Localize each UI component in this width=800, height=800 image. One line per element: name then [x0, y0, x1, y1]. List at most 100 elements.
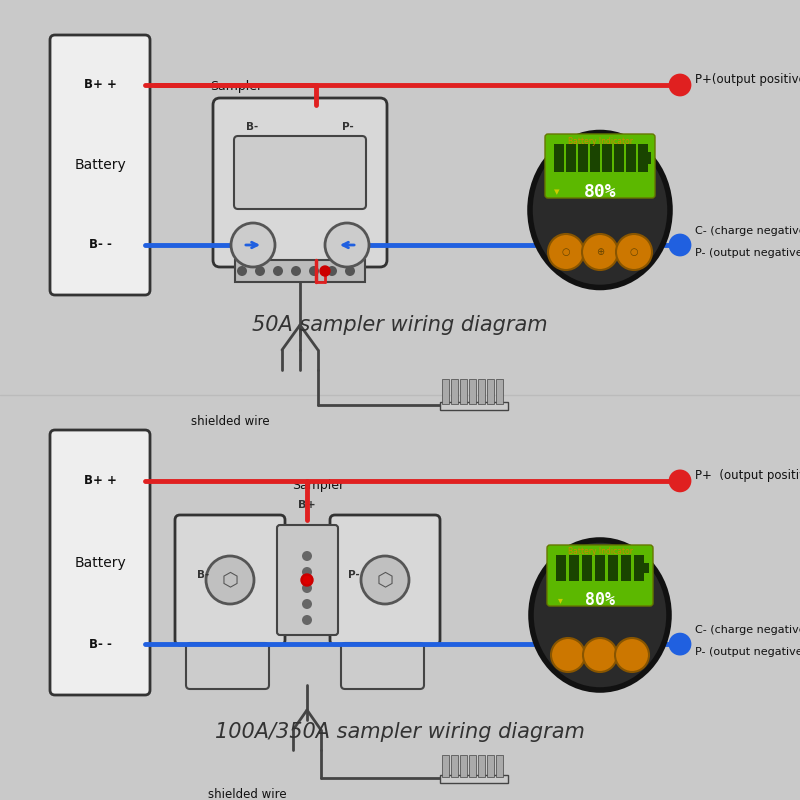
FancyBboxPatch shape — [234, 136, 366, 209]
Circle shape — [302, 551, 312, 561]
Circle shape — [302, 567, 312, 577]
Circle shape — [361, 556, 409, 604]
Ellipse shape — [530, 133, 670, 287]
Text: P+(output positive): P+(output positive) — [695, 74, 800, 86]
Bar — [451, 755, 458, 777]
Circle shape — [325, 223, 369, 267]
Circle shape — [273, 266, 283, 276]
Ellipse shape — [531, 540, 669, 690]
Text: P+  (output positive): P+ (output positive) — [695, 470, 800, 482]
Circle shape — [670, 634, 690, 654]
Bar — [487, 379, 494, 404]
Text: C- (charge negative): C- (charge negative) — [695, 625, 800, 635]
FancyBboxPatch shape — [175, 515, 285, 645]
Text: Battery Indicator: Battery Indicator — [567, 138, 633, 146]
Text: P-: P- — [348, 570, 360, 580]
Text: ⬡: ⬡ — [377, 570, 394, 590]
Text: ○: ○ — [562, 247, 570, 257]
Circle shape — [302, 599, 312, 609]
Bar — [440, 775, 508, 783]
Circle shape — [327, 266, 337, 276]
Circle shape — [206, 556, 254, 604]
Bar — [578, 144, 588, 172]
Bar — [634, 555, 644, 581]
FancyBboxPatch shape — [341, 643, 424, 689]
Bar — [566, 144, 576, 172]
Bar — [614, 144, 624, 172]
FancyBboxPatch shape — [213, 98, 387, 267]
Bar — [556, 555, 566, 581]
Bar — [569, 555, 579, 581]
Circle shape — [291, 266, 301, 276]
FancyBboxPatch shape — [50, 430, 150, 695]
Text: 80%: 80% — [584, 183, 616, 201]
Bar — [646, 152, 651, 164]
Bar — [460, 379, 467, 404]
FancyBboxPatch shape — [545, 134, 655, 198]
Text: Sampler: Sampler — [293, 479, 345, 492]
Bar — [469, 755, 476, 777]
Bar — [496, 379, 503, 404]
Circle shape — [548, 234, 584, 270]
Circle shape — [237, 266, 247, 276]
Bar — [451, 379, 458, 404]
Bar — [554, 144, 564, 172]
Circle shape — [302, 575, 312, 585]
Bar — [638, 144, 648, 172]
Bar — [626, 144, 636, 172]
FancyBboxPatch shape — [547, 545, 653, 606]
Bar — [442, 379, 449, 404]
Circle shape — [320, 266, 330, 276]
Text: Battery Indicator: Battery Indicator — [567, 547, 633, 557]
Text: 100A/350A sampler wiring diagram: 100A/350A sampler wiring diagram — [215, 722, 585, 742]
Bar — [602, 144, 612, 172]
Circle shape — [309, 266, 319, 276]
Bar — [235, 260, 365, 282]
Circle shape — [302, 615, 312, 625]
Bar — [621, 555, 631, 581]
Circle shape — [583, 638, 617, 672]
Text: shielded wire: shielded wire — [190, 415, 270, 428]
Text: B-: B- — [197, 570, 210, 580]
Text: P- (output negative): P- (output negative) — [695, 647, 800, 657]
Circle shape — [551, 638, 585, 672]
Bar — [644, 563, 649, 573]
Circle shape — [670, 75, 690, 95]
Bar — [469, 379, 476, 404]
FancyBboxPatch shape — [50, 35, 150, 295]
Text: B- -: B- - — [89, 238, 111, 251]
Bar — [582, 555, 592, 581]
Text: Battery: Battery — [74, 158, 126, 172]
Text: P-: P- — [342, 122, 354, 132]
Text: B-: B- — [246, 122, 258, 132]
Bar — [478, 755, 485, 777]
Text: Battery: Battery — [74, 555, 126, 570]
Circle shape — [670, 235, 690, 255]
Text: Sampler: Sampler — [210, 80, 262, 93]
Circle shape — [670, 471, 690, 491]
FancyBboxPatch shape — [186, 643, 269, 689]
Circle shape — [302, 583, 312, 593]
Bar — [487, 755, 494, 777]
Bar — [478, 379, 485, 404]
FancyBboxPatch shape — [330, 515, 440, 645]
Bar — [460, 755, 467, 777]
Text: 50A sampler wiring diagram: 50A sampler wiring diagram — [252, 315, 548, 335]
Text: C- (charge negative): C- (charge negative) — [695, 226, 800, 236]
Text: B+ +: B+ + — [83, 78, 117, 91]
Text: ⊕: ⊕ — [596, 247, 604, 257]
Text: ⬡: ⬡ — [222, 570, 238, 590]
Bar — [608, 555, 618, 581]
Circle shape — [582, 234, 618, 270]
Text: B+ +: B+ + — [83, 474, 117, 487]
Text: ▾: ▾ — [554, 187, 560, 197]
Text: ○: ○ — [630, 247, 638, 257]
Bar — [590, 144, 600, 172]
Circle shape — [255, 266, 265, 276]
Bar — [442, 755, 449, 777]
Circle shape — [616, 234, 652, 270]
Text: shielded wire: shielded wire — [208, 788, 286, 800]
Circle shape — [301, 574, 313, 586]
Bar — [440, 402, 508, 410]
Text: 80%: 80% — [585, 591, 615, 609]
